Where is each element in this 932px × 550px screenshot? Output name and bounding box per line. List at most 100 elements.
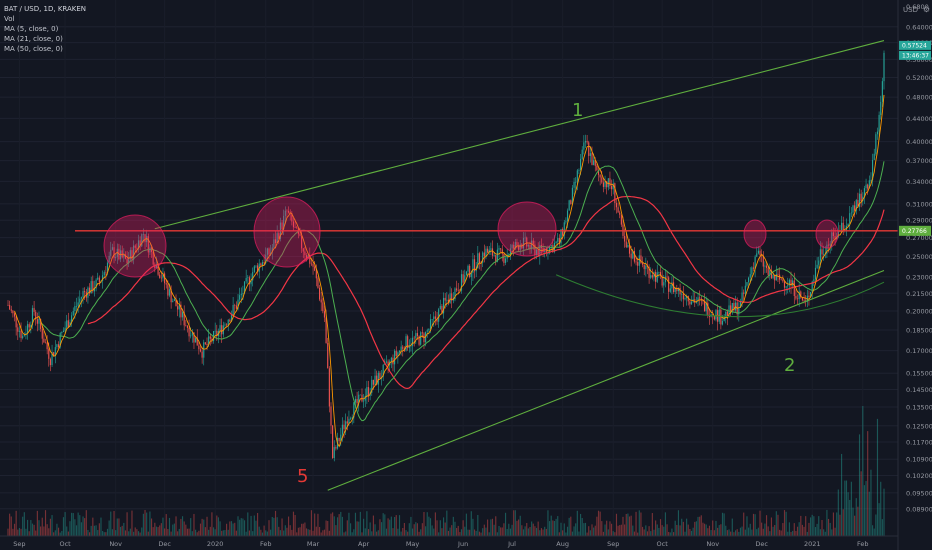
candle-body <box>808 295 810 298</box>
candle-body <box>451 293 453 301</box>
volume-bar <box>805 516 807 536</box>
volume-bar <box>136 529 138 536</box>
volume-bar <box>637 532 639 536</box>
candle-body <box>522 237 525 249</box>
volume-bar <box>475 530 477 536</box>
candle-body <box>195 337 197 343</box>
candle-body <box>777 273 779 275</box>
volume-bar <box>712 520 714 536</box>
candle-body <box>335 447 337 449</box>
volume-bar <box>167 528 169 536</box>
candle-body <box>243 281 246 294</box>
y-axis[interactable]: 0.640000.600000.560000.520000.480000.440… <box>897 0 932 550</box>
candle-body <box>212 331 215 342</box>
candle-body <box>372 379 374 385</box>
axis-unit[interactable]: USD <box>903 6 918 14</box>
candle-body <box>637 262 639 266</box>
volume-bar <box>276 517 278 536</box>
volume-bar <box>266 531 268 536</box>
volume-bar <box>98 523 100 536</box>
volume-bar <box>588 526 590 536</box>
candle-body <box>149 247 151 253</box>
candle-body <box>558 238 560 244</box>
volume-bar <box>664 512 666 536</box>
volume-bar <box>270 529 272 536</box>
volume-bar <box>487 519 489 536</box>
volume-bar <box>257 512 259 536</box>
volume-bar <box>470 511 472 536</box>
volume-bar <box>62 517 65 536</box>
volume-bar <box>503 523 505 536</box>
volume-bar <box>113 510 115 536</box>
candle-body <box>482 252 484 263</box>
legend-ma50[interactable]: MA (50, close, 0) <box>4 45 63 53</box>
candle-body <box>433 316 435 320</box>
legend-symbol[interactable]: BAT / USD, 1D, KRAKEN <box>4 5 87 13</box>
y-tick-label: 0.20000 <box>906 307 932 315</box>
candle-body <box>782 279 784 282</box>
candle-body <box>229 319 231 322</box>
legend-volume[interactable]: Vol <box>4 15 15 23</box>
volume-bar <box>400 531 402 536</box>
volume-bar <box>483 524 485 536</box>
candle-body <box>206 343 208 345</box>
volume-bar <box>606 520 608 536</box>
candle-body <box>562 229 564 236</box>
volume-bar <box>798 522 800 536</box>
candle-body <box>633 250 635 262</box>
volume-bar <box>204 527 206 536</box>
y-tick-label: 0.34000 <box>906 178 932 186</box>
volume-bar <box>332 512 334 536</box>
volume-bar <box>850 481 852 536</box>
volume-bar <box>385 528 388 536</box>
volume-bar <box>549 521 551 536</box>
legend-ma21[interactable]: MA (21, close, 0) <box>4 35 63 43</box>
volume-bar <box>44 510 47 536</box>
candle-body <box>33 308 35 312</box>
volume-bar <box>514 510 516 536</box>
volume-bar <box>816 523 818 536</box>
volume-bar <box>119 526 122 536</box>
candle-body <box>503 253 505 263</box>
volume-bar <box>317 513 319 536</box>
annotation-label-5: 5 <box>297 466 308 487</box>
volume-bar <box>557 516 559 536</box>
volume-bar <box>795 530 797 536</box>
candle-body <box>619 212 621 215</box>
volume-bar <box>250 515 252 536</box>
candle-body <box>748 277 750 283</box>
volume-bar <box>602 531 604 536</box>
volume-bar <box>410 516 412 536</box>
volume-bar <box>77 512 79 536</box>
volume-bar <box>325 520 327 536</box>
y-tick-label: 0.14500 <box>906 386 932 394</box>
x-tick-label: Aug <box>556 540 569 548</box>
candle-body <box>589 153 591 156</box>
volume-bar <box>173 523 175 536</box>
legend-ma5[interactable]: MA (5, close, 0) <box>4 25 59 33</box>
volume-bar <box>526 523 528 536</box>
candle-body <box>764 265 766 267</box>
candle-body <box>575 181 577 183</box>
volume-bar <box>446 510 448 536</box>
candle-body <box>35 311 37 320</box>
volume-bar <box>715 520 717 536</box>
candle-body <box>361 394 363 402</box>
volume-bar <box>490 519 492 536</box>
candle-body <box>397 352 399 356</box>
volume-bar <box>389 519 391 536</box>
candle-body <box>813 279 815 282</box>
volume-bar <box>878 503 880 536</box>
candle-body <box>18 330 20 332</box>
settings-icon[interactable]: ⚙ <box>922 5 930 14</box>
volume-bar <box>157 527 159 536</box>
candle-body <box>108 255 110 263</box>
x-axis[interactable]: Sep Oct Nov Dec 2020 Feb Mar Apr May Jun Jul Aug Sep… <box>0 535 898 548</box>
candle-body <box>22 336 24 339</box>
candle-body <box>178 304 180 310</box>
volume-bar <box>271 516 273 536</box>
candle-body <box>651 275 653 278</box>
candle-body <box>219 325 221 331</box>
volume-bar <box>632 525 634 536</box>
